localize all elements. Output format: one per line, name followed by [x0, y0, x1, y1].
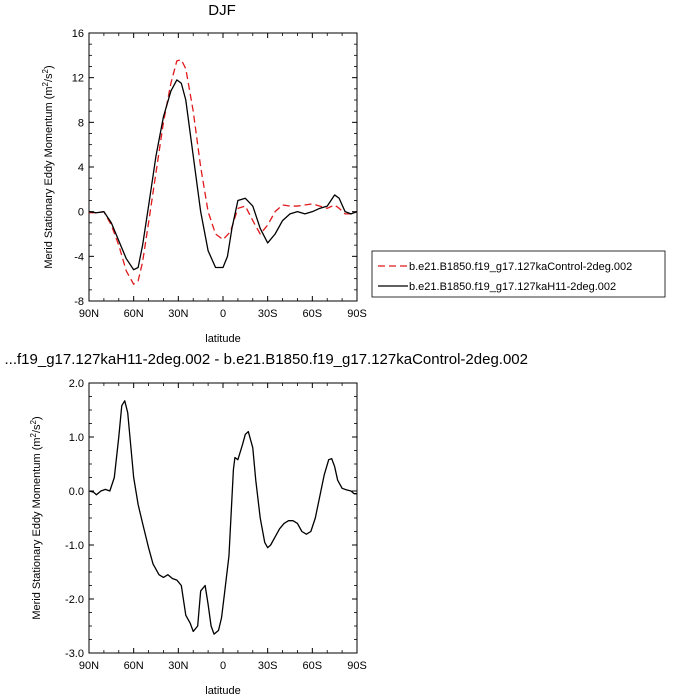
- y-tick-label: 1.0: [69, 432, 84, 444]
- x-tick-label: 60N: [124, 308, 144, 320]
- y-tick-label: 0: [78, 207, 84, 219]
- bottom-y-axis-label-close: ): [31, 416, 43, 420]
- x-tick-label: 30N: [168, 660, 188, 672]
- y-tick-label: 8: [78, 117, 84, 129]
- top-plot-frame: [88, 32, 358, 302]
- top-x-axis-label: latitude: [205, 333, 240, 345]
- series-line: [88, 400, 357, 635]
- x-tick-label: 90N: [79, 308, 99, 320]
- x-tick-label: 60S: [303, 660, 323, 672]
- bottom-y-axis-label-sup1: 2: [29, 432, 38, 437]
- bottom-y-axis-label: Merid Stationary Eddy Momentum (m2/s2): [29, 416, 43, 619]
- y-tick-label: 16: [72, 28, 84, 40]
- series-line: [88, 79, 358, 271]
- top-y-axis-label-sup2: 2: [41, 68, 50, 73]
- bottom-x-axis-ticks: 90N 60N 30N 0 30S 60S 90S: [79, 383, 367, 672]
- legend-box: [371, 250, 666, 298]
- y-tick-label: -8: [74, 296, 84, 308]
- bottom-y-axis-ticks: -3.0 -2.0 -1.0 0.0 1.0 2.0: [65, 378, 357, 660]
- top-chart-title: DJF: [208, 2, 236, 19]
- legend: b.e21.B1850.f19_g17.127kaControl-2deg.00…: [371, 250, 666, 298]
- y-tick-label: -1.0: [65, 540, 84, 552]
- x-tick-label: 90S: [347, 308, 367, 320]
- x-tick-label: 30N: [168, 308, 188, 320]
- top-x-axis-ticks: 90N 60N 30N 0 30S 60S 90S: [79, 33, 367, 320]
- x-tick-label: 0: [220, 308, 226, 320]
- series-line: [89, 59, 358, 285]
- bottom-x-axis-label: latitude: [205, 685, 240, 697]
- y-tick-label: 4: [78, 162, 84, 174]
- top-y-axis-label-sup1: 2: [41, 81, 50, 86]
- bottom-series-lines: [88, 400, 357, 635]
- bottom-y-axis-label-mid: /s: [31, 424, 43, 433]
- y-tick-label: -2.0: [65, 594, 84, 606]
- top-y-axis-label-mid: /s: [43, 73, 55, 82]
- y-tick-label: 2.0: [69, 378, 84, 390]
- y-tick-label: -3.0: [65, 648, 84, 660]
- legend-label-h11: b.e21.B1850.f19_g17.127kaH11-2deg.002: [409, 281, 616, 293]
- y-tick-label: 0.0: [69, 486, 84, 498]
- legend-label-control: b.e21.B1850.f19_g17.127kaControl-2deg.00…: [409, 261, 632, 273]
- y-tick-label: 12: [72, 73, 84, 85]
- x-tick-label: 30S: [258, 308, 278, 320]
- x-tick-label: 90S: [347, 660, 367, 672]
- x-tick-label: 60S: [303, 308, 323, 320]
- top-y-axis-label: Merid Stationary Eddy Momentum (m2/s2): [41, 65, 55, 268]
- top-y-axis-label-close: ): [43, 65, 55, 69]
- top-chart: DJF -8 -4 0 4 8 12 16 90N 60N 30N 0 30S 60S 90S lati…: [41, 2, 666, 345]
- x-tick-label: 60N: [124, 660, 144, 672]
- top-series-lines: [88, 59, 358, 285]
- y-tick-label: -4: [74, 251, 84, 263]
- bottom-chart: ...f19_g17.127kaH11-2deg.002 - b.e21.B18…: [5, 351, 528, 697]
- top-y-axis-label-main: Merid Stationary Eddy Momentum (m: [43, 86, 55, 268]
- bottom-chart-title: ...f19_g17.127kaH11-2deg.002 - b.e21.B18…: [5, 351, 528, 368]
- bottom-y-axis-label-main: Merid Stationary Eddy Momentum (m: [31, 437, 43, 619]
- x-tick-label: 0: [220, 660, 226, 672]
- bottom-y-axis-label-sup2: 2: [29, 419, 38, 424]
- x-tick-label: 30S: [258, 660, 278, 672]
- x-tick-label: 90N: [79, 660, 99, 672]
